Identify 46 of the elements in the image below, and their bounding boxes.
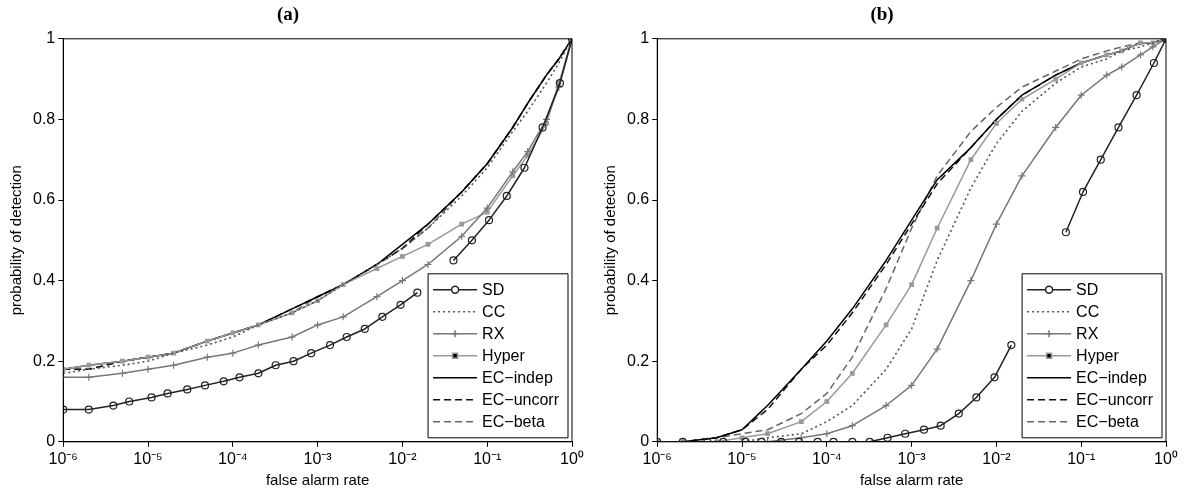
y-tick-label: 0.6: [626, 190, 650, 208]
x-axis-title: false alarm rate: [265, 471, 370, 489]
chart-title: (b): [870, 3, 894, 26]
legend-label: SD: [482, 281, 505, 299]
x-tick-label: 10⁻⁴: [217, 449, 248, 467]
legend-label: EC−beta: [1076, 413, 1139, 431]
x-axis-title: false alarm rate: [859, 471, 964, 489]
x-tick-label: 10⁻¹: [1067, 449, 1096, 467]
legend-label: EC−indep: [482, 369, 553, 387]
x-tick-label: 10⁻⁵: [727, 449, 757, 467]
legend-label: EC−indep: [1076, 369, 1147, 387]
legend-label: Hyper: [1076, 347, 1120, 365]
x-tick-label: 10⁻⁶: [642, 449, 672, 467]
y-tick-label: 0.4: [32, 271, 56, 289]
y-tick-label: 0: [640, 432, 650, 450]
x-tick-label: 10⁻⁵: [133, 449, 163, 467]
x-tick-label: 10⁻⁴: [811, 449, 842, 467]
x-tick-label: 10⁰: [560, 449, 584, 467]
legend-label: EC−uncorr: [1076, 391, 1154, 409]
y-tick-label: 1: [640, 29, 650, 47]
y-tick-label: 0.8: [32, 109, 56, 127]
legend-label: EC−uncorr: [482, 391, 560, 409]
legend-label: RX: [1076, 325, 1099, 343]
y-axis-title: probability of detection: [601, 165, 619, 316]
y-tick-label: 0.8: [626, 109, 650, 127]
y-tick-label: 0.2: [626, 351, 650, 369]
chart-title: (a): [276, 3, 300, 26]
y-tick-label: 1: [46, 29, 56, 47]
y-tick-label: 0.4: [626, 271, 650, 289]
y-tick-label: 0.2: [32, 351, 56, 369]
legend-label: EC−beta: [482, 413, 545, 431]
x-tick-label: 10⁻²: [388, 449, 418, 467]
legend-label: SD: [1076, 281, 1099, 299]
x-tick-label: 10⁻¹: [473, 449, 502, 467]
legend-label: Hyper: [482, 347, 526, 365]
x-tick-label: 10⁻³: [897, 449, 927, 467]
legend-label: CC: [482, 303, 506, 321]
x-tick-label: 10⁻²: [982, 449, 1012, 467]
legend-label: CC: [1076, 303, 1100, 321]
x-tick-label: 10⁰: [1154, 449, 1178, 467]
y-axis-title: probability of detection: [7, 165, 25, 316]
legend-label: RX: [482, 325, 505, 343]
y-tick-label: 0.6: [32, 190, 56, 208]
x-tick-label: 10⁻⁶: [48, 449, 78, 467]
y-tick-label: 0: [46, 432, 56, 450]
x-tick-label: 10⁻³: [303, 449, 333, 467]
